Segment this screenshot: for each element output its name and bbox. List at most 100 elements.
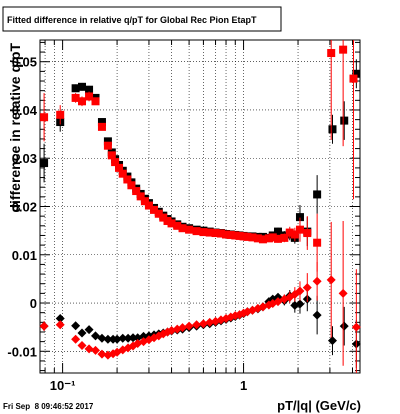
data-point: [56, 110, 65, 119]
data-point: [136, 192, 145, 201]
data-point: [167, 219, 176, 228]
y-tick-label: -0.01: [7, 344, 37, 359]
series-3: [39, 220, 361, 373]
data-point: [313, 190, 322, 199]
y-tick-label: 0.05: [12, 55, 37, 70]
data-point: [258, 235, 267, 244]
data-point: [163, 216, 172, 225]
data-point: [235, 231, 244, 240]
data-point: [274, 234, 283, 243]
data-point: [178, 323, 188, 333]
data-point: [328, 125, 337, 134]
data-point: [85, 85, 94, 94]
data-point: [85, 92, 94, 101]
data-point: [349, 74, 358, 83]
data-point: [97, 349, 107, 359]
data-point: [97, 122, 106, 131]
data-point: [55, 320, 65, 330]
data-point: [115, 163, 124, 172]
data-point: [150, 205, 159, 214]
data-point: [144, 201, 153, 210]
data-point: [178, 224, 187, 233]
data-point: [339, 45, 348, 54]
data-point: [211, 229, 220, 238]
data-series: [39, 40, 361, 373]
data-point: [128, 333, 138, 343]
data-point: [248, 233, 257, 242]
data-point: [302, 283, 312, 293]
data-point: [312, 310, 322, 320]
data-point: [78, 82, 87, 91]
data-point: [216, 229, 225, 238]
data-point: [280, 233, 289, 242]
data-point: [132, 187, 141, 196]
data-point: [303, 229, 312, 238]
x-tick-label: 1: [240, 378, 247, 393]
data-point: [205, 317, 215, 327]
data-point: [97, 333, 107, 343]
data-point: [192, 320, 202, 330]
chart-title: Fitted difference in relative q/pT for G…: [7, 15, 257, 25]
data-point: [159, 213, 168, 222]
data-point: [84, 325, 94, 335]
data-point: [140, 197, 149, 206]
y-axis-label: difference in relative q/pT: [7, 43, 23, 213]
data-point: [274, 227, 283, 236]
data-point: [312, 276, 322, 286]
data-point: [118, 169, 127, 178]
data-point: [226, 230, 235, 239]
data-point: [295, 213, 304, 222]
data-point: [326, 275, 336, 285]
data-point: [327, 49, 336, 58]
data-point: [107, 151, 116, 160]
data-point: [199, 228, 208, 237]
data-point: [55, 313, 65, 323]
data-point: [290, 230, 299, 239]
y-tick-label: 0: [30, 296, 37, 311]
data-point: [71, 334, 81, 344]
data-point: [205, 228, 214, 237]
data-point: [71, 321, 81, 331]
data-point: [247, 305, 257, 315]
y-tick-label: 0.03: [12, 151, 37, 166]
data-point: [285, 228, 294, 237]
data-point: [231, 231, 240, 240]
data-point: [313, 238, 322, 247]
data-point: [243, 232, 252, 241]
y-tick-label: 0.04: [12, 103, 38, 118]
data-point: [352, 69, 361, 78]
grid: [40, 40, 360, 373]
data-point: [112, 334, 122, 344]
series-0: [40, 59, 361, 247]
data-point: [268, 233, 277, 242]
data-point: [111, 158, 120, 167]
series-1: [40, 40, 358, 272]
data-point: [253, 234, 262, 243]
data-point: [327, 336, 337, 346]
data-point: [123, 175, 132, 184]
data-point: [192, 227, 201, 236]
data-point: [77, 340, 87, 350]
data-point: [91, 345, 101, 355]
axis-ticks: 10⁻¹ 1 -0.01 0 0.01 0.02 0.03 0.04 0.05: [7, 40, 360, 393]
x-axis-label: pT/|q| (GeV/c): [277, 398, 361, 413]
data-point: [198, 319, 208, 329]
series-2: [39, 287, 361, 369]
data-point: [40, 113, 49, 122]
data-point: [40, 159, 49, 168]
y-tick-label: 0.02: [12, 200, 37, 215]
data-point: [84, 344, 94, 354]
data-point: [103, 141, 112, 150]
data-point: [295, 225, 304, 234]
data-point: [185, 225, 194, 234]
data-point: [184, 321, 194, 331]
data-point: [71, 93, 80, 102]
data-point: [173, 221, 182, 230]
data-point: [39, 321, 49, 331]
data-point: [91, 97, 100, 106]
data-point: [340, 116, 349, 125]
data-point: [295, 286, 305, 296]
title-box: [2, 6, 282, 32]
y-tick-label: 0.01: [12, 248, 37, 263]
data-point: [118, 333, 128, 343]
